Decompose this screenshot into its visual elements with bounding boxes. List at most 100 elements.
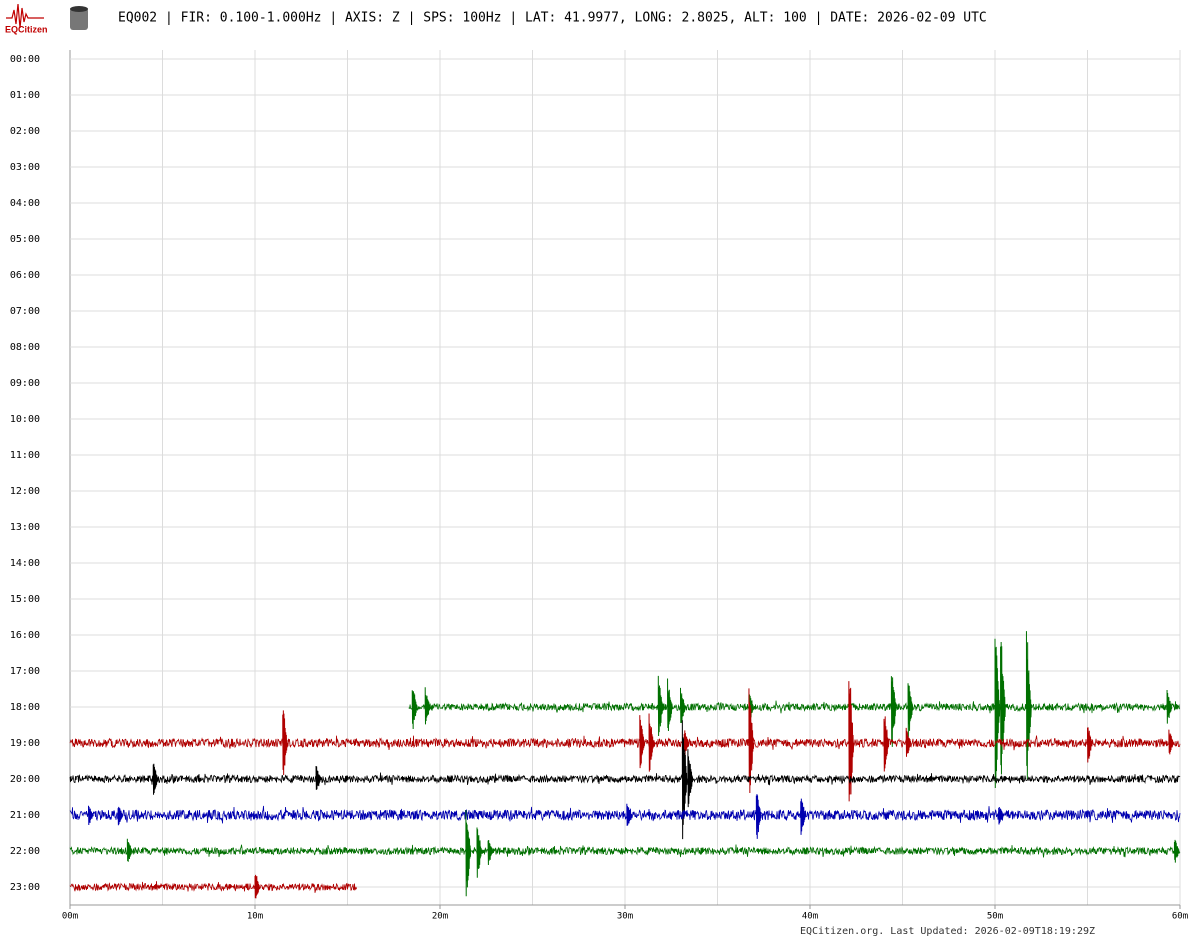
y-tick-label: 04:00 [10, 198, 40, 209]
spike-wave [905, 727, 912, 757]
y-tick-label: 08:00 [10, 342, 40, 353]
logo-wave [6, 3, 44, 29]
spike [315, 765, 322, 790]
x-tick-label: 30m [617, 912, 633, 922]
y-tick-label: 14:00 [10, 558, 40, 569]
spike-wave [800, 798, 807, 835]
spike [998, 807, 1004, 825]
spike-wave [254, 874, 261, 899]
x-tick-label: 50m [987, 912, 1003, 922]
spike [465, 810, 472, 897]
x-tick-label: 10m [247, 912, 263, 922]
spike [254, 874, 261, 899]
spike [687, 749, 694, 808]
spike [626, 803, 633, 826]
trace [69, 844, 1181, 858]
y-tick-label: 12:00 [10, 486, 40, 497]
spike [848, 681, 855, 802]
spike-wave [411, 690, 418, 729]
y-tick-label: 15:00 [10, 594, 40, 605]
spike-wave [117, 806, 124, 826]
spike [681, 720, 688, 840]
spike-wave [890, 676, 897, 747]
spike [683, 730, 690, 755]
spike-wave [681, 720, 688, 840]
spike-wave [687, 749, 694, 808]
spike-wave [639, 715, 646, 769]
spike [1173, 839, 1180, 863]
spike [1168, 729, 1175, 755]
chart-title: EQ002 | FIR: 0.100-1.000Hz | AXIS: Z | S… [118, 11, 987, 26]
spike-wave [998, 807, 1004, 825]
y-tick-label: 00:00 [10, 54, 40, 65]
y-tick-label: 16:00 [10, 630, 40, 641]
footer: EQCitizen.org. Last Updated: 2026-02-09T… [800, 926, 1095, 937]
spike-wave [994, 638, 1001, 789]
spike [755, 794, 762, 839]
y-tick-label: 09:00 [10, 378, 40, 389]
y-tick-label: 07:00 [10, 306, 40, 317]
spike [905, 727, 912, 757]
y-tick-label: 05:00 [10, 234, 40, 245]
plot-area: 00:00 01:00 02:00 03:00 04:00 05:00 06:00 07:00… [10, 50, 1188, 922]
spike-wave [465, 810, 472, 897]
spike-wave [848, 681, 855, 802]
logo-text: EQCitizen [5, 24, 48, 34]
spike-wave [1168, 729, 1175, 755]
x-tick-label: 40m [802, 912, 818, 922]
spike-wave [667, 678, 673, 732]
spike-wave [680, 687, 686, 723]
spike [680, 687, 686, 723]
spike [476, 827, 483, 878]
trace [69, 881, 357, 893]
spike-wave [907, 683, 914, 738]
y-tick-label: 20:00 [10, 774, 40, 785]
spike [152, 763, 159, 795]
x-tick-label: 20m [432, 912, 448, 922]
y-tick-label: 13:00 [10, 522, 40, 533]
spike [1087, 727, 1093, 763]
spike-wave [476, 827, 483, 878]
sensor-icon [70, 8, 88, 30]
spike [890, 676, 897, 747]
trace [69, 772, 1181, 786]
spike [424, 687, 431, 725]
spike [907, 683, 914, 738]
logo: EQCitizen [5, 3, 88, 34]
spike [639, 715, 646, 769]
spike-wave [315, 765, 322, 790]
spike [648, 713, 655, 772]
spike-wave [883, 716, 890, 772]
spike [88, 805, 94, 826]
spike-wave [748, 688, 755, 793]
y-tick-label: 10:00 [10, 414, 40, 425]
trace [69, 805, 1181, 824]
spike-wave [626, 803, 633, 826]
spike [411, 690, 418, 729]
spike [487, 839, 494, 865]
spike [667, 678, 673, 732]
y-tick-label: 19:00 [10, 738, 40, 749]
spike-wave [1025, 631, 1032, 780]
sensor-icon-top [70, 6, 88, 12]
y-tick-label: 22:00 [10, 846, 40, 857]
trace [69, 735, 1181, 751]
trace [408, 700, 1180, 714]
y-tick-label: 02:00 [10, 126, 40, 137]
y-tick-label: 21:00 [10, 810, 40, 821]
spike-wave [657, 675, 664, 737]
spike-wave [1087, 727, 1093, 763]
x-tick-label: 00m [62, 912, 78, 922]
spike [126, 838, 133, 862]
y-tick-label: 06:00 [10, 270, 40, 281]
spike [1166, 689, 1173, 724]
spike [117, 806, 124, 826]
spike-wave [648, 713, 655, 772]
spike-wave [1173, 839, 1180, 863]
spike-wave [126, 838, 133, 862]
spike [657, 675, 664, 737]
spike-wave [88, 805, 94, 826]
spike [1000, 642, 1006, 775]
